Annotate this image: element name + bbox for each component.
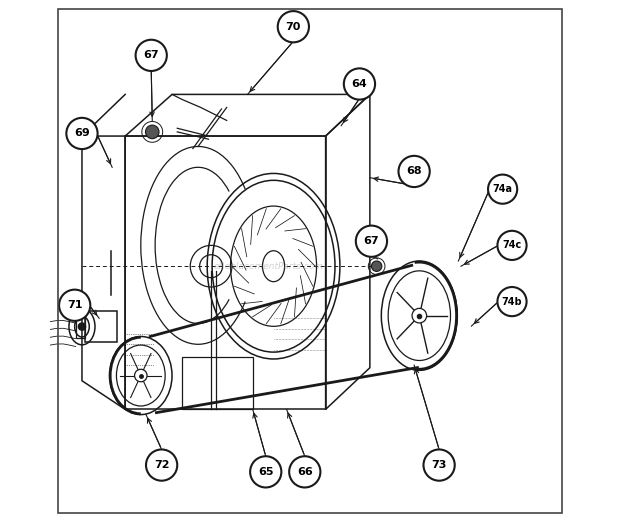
Text: 73: 73 <box>432 460 447 470</box>
Circle shape <box>146 125 159 139</box>
Text: 74c: 74c <box>502 241 521 251</box>
Circle shape <box>497 231 526 260</box>
Circle shape <box>356 226 387 257</box>
Circle shape <box>250 456 281 488</box>
Circle shape <box>497 287 526 316</box>
Circle shape <box>399 156 430 187</box>
Text: 67: 67 <box>363 236 379 246</box>
Text: 74a: 74a <box>493 184 513 194</box>
Text: 67: 67 <box>143 50 159 61</box>
Circle shape <box>289 456 321 488</box>
Circle shape <box>135 369 147 382</box>
Circle shape <box>344 68 375 100</box>
Text: 64: 64 <box>352 79 367 89</box>
Text: 72: 72 <box>154 460 169 470</box>
Circle shape <box>59 290 91 321</box>
Text: 74b: 74b <box>502 296 522 306</box>
Text: 70: 70 <box>286 22 301 32</box>
Text: 66: 66 <box>297 467 312 477</box>
Circle shape <box>146 449 177 481</box>
Circle shape <box>78 323 86 330</box>
Circle shape <box>371 261 382 271</box>
Circle shape <box>66 118 97 149</box>
Text: 69: 69 <box>74 128 90 138</box>
Text: eReplacementParts.com: eReplacementParts.com <box>213 262 324 271</box>
Text: 71: 71 <box>67 300 82 310</box>
Text: 65: 65 <box>258 467 273 477</box>
Circle shape <box>412 309 427 323</box>
Text: 68: 68 <box>406 167 422 176</box>
Circle shape <box>423 449 454 481</box>
Ellipse shape <box>262 251 285 282</box>
Circle shape <box>488 174 517 204</box>
Circle shape <box>136 40 167 71</box>
Circle shape <box>278 11 309 42</box>
